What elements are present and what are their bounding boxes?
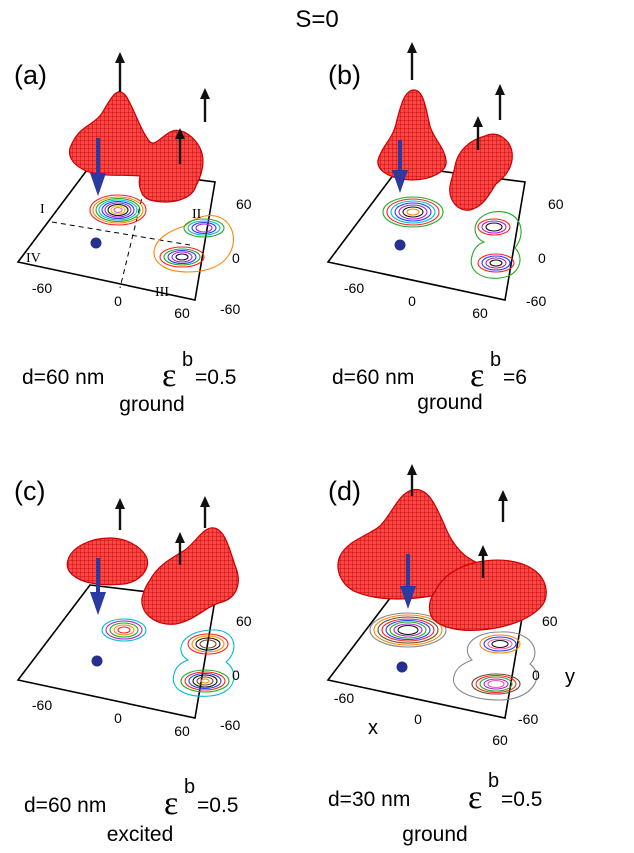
position-dot <box>90 237 102 249</box>
state-label: ground <box>119 393 184 416</box>
contour-set-left <box>382 196 444 228</box>
epsilon-value: =0.5 <box>501 788 542 811</box>
tick-x-60: 60 <box>472 305 488 321</box>
tick-y-0: 0 <box>232 250 240 266</box>
epsilon-value: =0.5 <box>197 794 238 817</box>
panel-label: (a) <box>14 60 47 90</box>
density-surface-left <box>66 537 149 586</box>
tick-y-0: 0 <box>532 667 540 683</box>
tick-y-n60: -60 <box>518 711 538 727</box>
epsilon-symbol: ε <box>164 785 178 822</box>
contour-set-right <box>470 211 522 279</box>
tick-x-n60: -60 <box>344 280 364 296</box>
tick-x-60: 60 <box>174 723 190 739</box>
tick-x-n60: -60 <box>32 280 52 296</box>
distance-label: d=60 nm <box>22 366 104 389</box>
spin-down-arrowhead <box>392 170 408 193</box>
distance-label: d=60 nm <box>24 794 106 817</box>
contour-set-left <box>101 618 147 642</box>
tick-y-60: 60 <box>236 613 252 629</box>
tick-x-0: 0 <box>408 293 416 309</box>
tick-x-0: 0 <box>114 293 122 309</box>
state-label: ground <box>417 391 482 414</box>
panel-d: (d) <box>326 464 575 846</box>
x-axis-label: x <box>368 717 378 739</box>
tick-y-60: 60 <box>548 196 564 212</box>
epsilon-superscript: b <box>182 349 193 371</box>
tick-y-n60: -60 <box>526 293 546 309</box>
quadrant-label-iv: IV <box>26 251 41 266</box>
spin-up-arrowhead-2 <box>498 490 508 501</box>
tick-y-60: 60 <box>542 613 558 629</box>
tick-y-n60: -60 <box>220 717 240 733</box>
spin-down-arrowhead <box>90 592 106 615</box>
tick-x-0: 0 <box>114 710 122 726</box>
tick-x-0: 0 <box>414 711 422 727</box>
spin-up-arrowhead-3 <box>478 545 488 556</box>
spin-up-arrowhead-1 <box>407 42 417 53</box>
position-dot <box>396 661 408 673</box>
tick-y-n60: -60 <box>220 301 240 317</box>
quadrant-label-ii: II <box>192 207 202 222</box>
tick-y-0: 0 <box>232 667 240 683</box>
epsilon-value: =0.5 <box>195 366 236 389</box>
figure-title: S=0 <box>295 6 338 33</box>
y-axis-label: y <box>565 666 575 688</box>
spin-up-arrowhead-2 <box>495 84 505 95</box>
position-dot <box>91 655 103 667</box>
panel-label: (b) <box>328 60 361 90</box>
panel-label: (c) <box>14 476 45 506</box>
density-surface-right <box>449 133 513 211</box>
spin-down-arrowhead <box>400 586 416 609</box>
tick-y-60: 60 <box>236 196 252 212</box>
panel-label: (d) <box>328 476 361 506</box>
spin-down-arrowhead <box>90 173 106 196</box>
contour-set-right <box>153 215 234 273</box>
quadrant-label-iii: III <box>155 285 169 300</box>
panel-c: (c) <box>14 476 252 846</box>
contour-set-right <box>452 631 537 701</box>
panel-a: (a) I II III <box>14 52 252 416</box>
state-label: excited <box>107 823 174 846</box>
spin-up-arrowhead-3 <box>473 116 483 127</box>
density-surface-left <box>337 488 483 600</box>
epsilon-superscript: b <box>184 776 195 798</box>
spin-up-arrowhead-2 <box>200 496 210 507</box>
distance-label: d=60 nm <box>332 366 414 389</box>
spin-up-arrowhead-1 <box>115 498 125 509</box>
tick-x-60: 60 <box>492 732 508 748</box>
spin-up-arrowhead-3 <box>175 532 185 543</box>
spin-up-arrowhead-1 <box>115 52 125 63</box>
tick-y-0: 0 <box>538 250 546 266</box>
tick-x-n60: -60 <box>334 690 354 706</box>
contour-set-right <box>172 629 235 697</box>
spin-up-arrowhead-3 <box>175 128 185 139</box>
panel-b: (b) -60 <box>326 42 564 414</box>
epsilon-symbol: ε <box>468 779 482 816</box>
epsilon-symbol: ε <box>470 357 484 394</box>
density-surface <box>68 91 204 203</box>
contour-set-left <box>369 612 447 648</box>
tick-x-60: 60 <box>174 305 190 321</box>
epsilon-value: =6 <box>503 366 527 389</box>
epsilon-superscript: b <box>488 770 499 792</box>
position-dot <box>394 239 406 251</box>
distance-label: d=30 nm <box>328 788 410 811</box>
density-surface-right <box>428 559 547 631</box>
state-label: ground <box>402 823 467 846</box>
spin-up-arrowhead-2 <box>200 88 210 99</box>
epsilon-symbol: ε <box>162 357 176 394</box>
quadrant-label-i: I <box>40 202 45 217</box>
density-surface-left <box>377 89 447 181</box>
epsilon-superscript: b <box>490 349 501 371</box>
density-surface-right <box>141 527 239 625</box>
tick-x-n60: -60 <box>32 697 52 713</box>
spin-up-arrowhead-1 <box>407 464 417 475</box>
contour-set-left <box>89 194 147 226</box>
